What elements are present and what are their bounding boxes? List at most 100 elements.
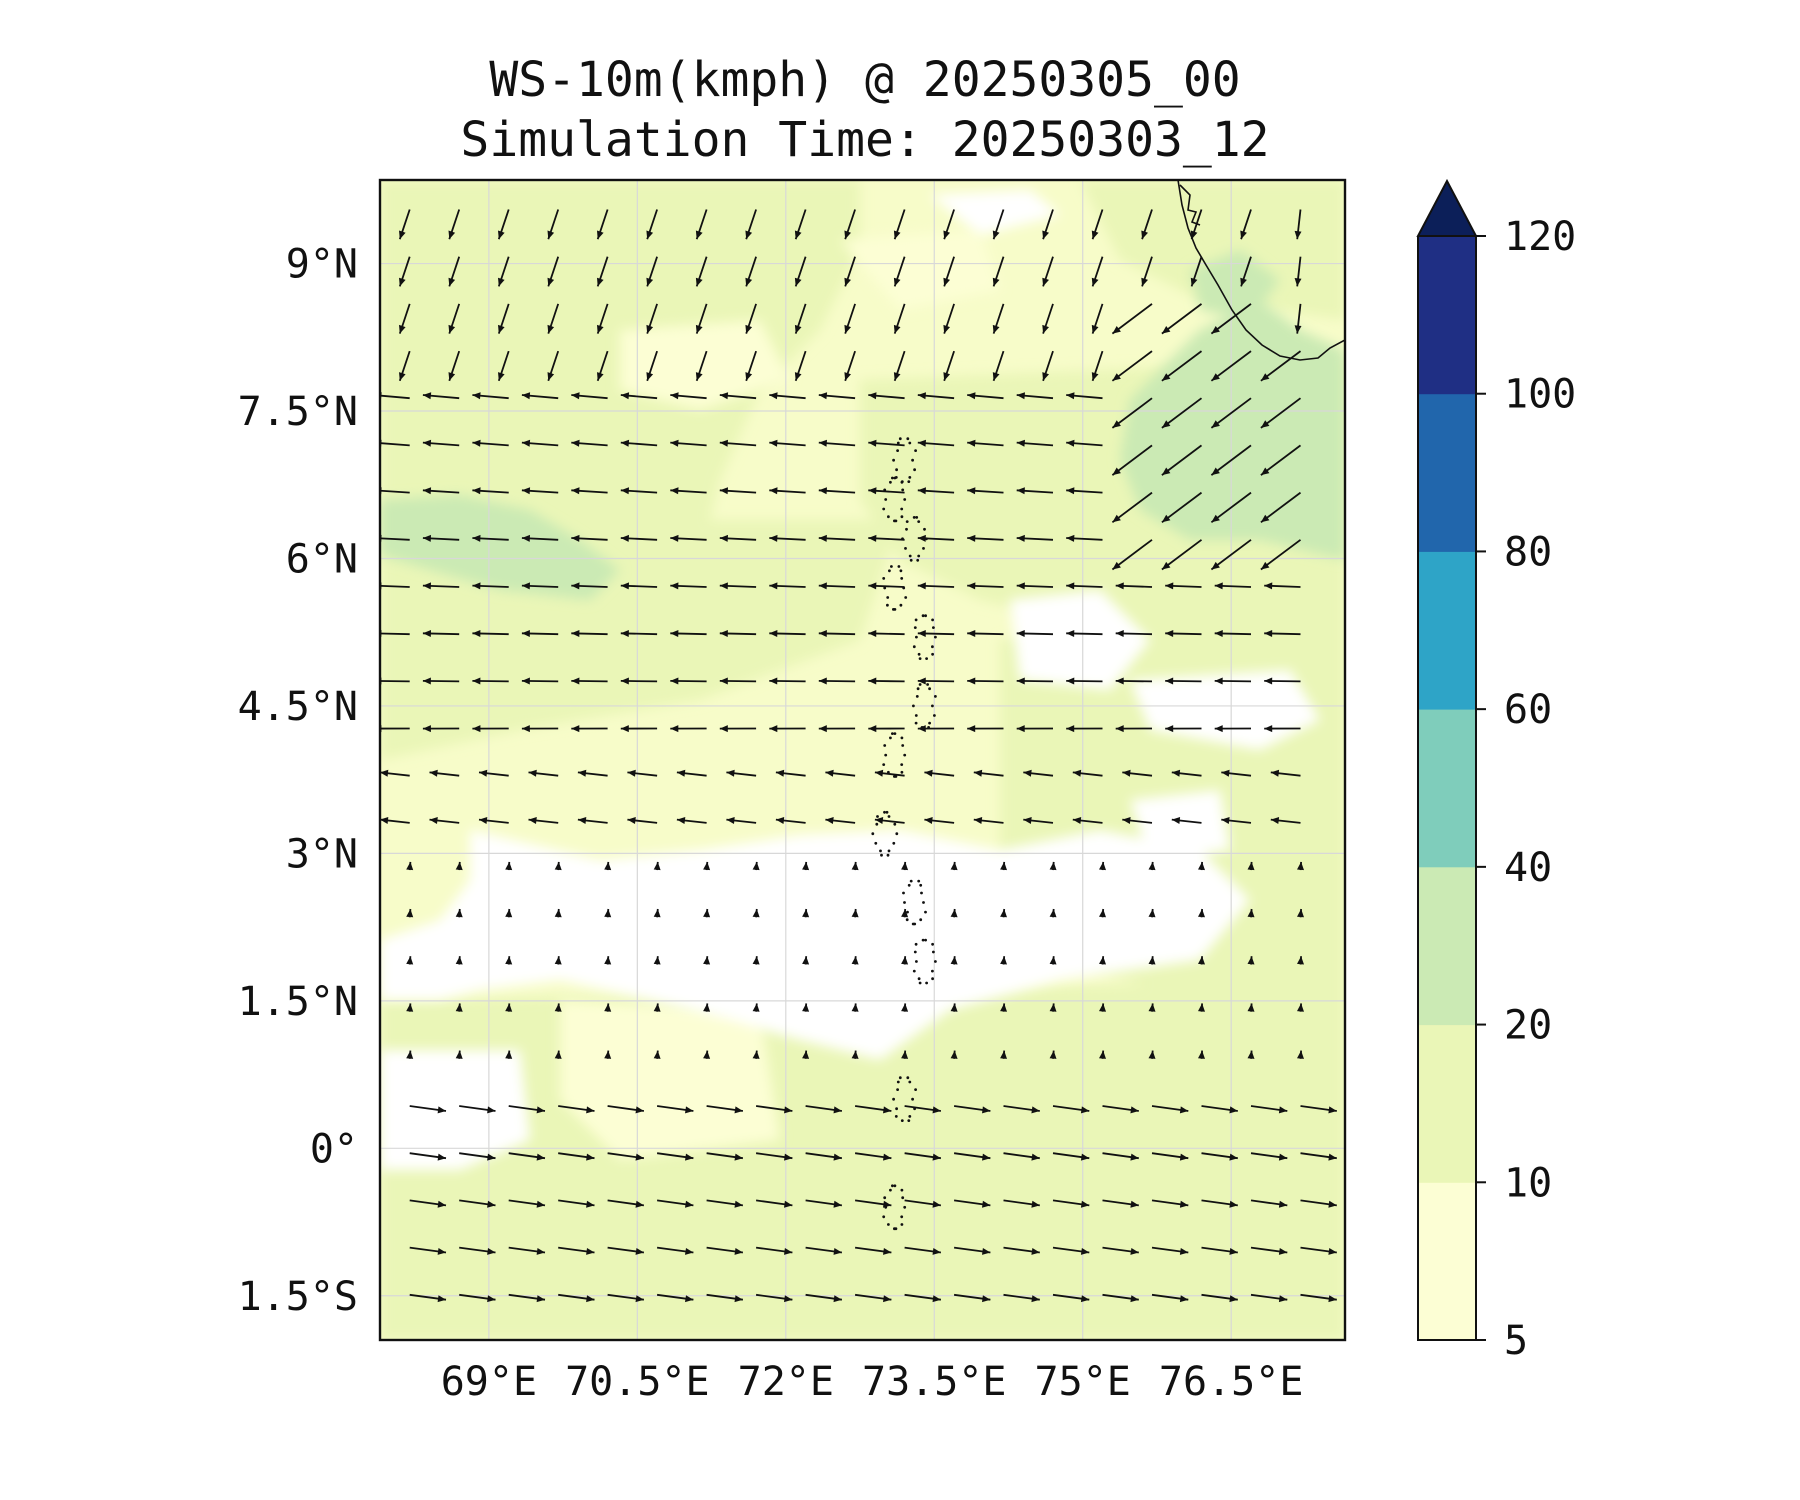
wind-arrow xyxy=(1148,956,1156,965)
wind-arrow xyxy=(1240,256,1252,287)
wind-arrow xyxy=(670,534,707,542)
wind-arrow xyxy=(656,1246,694,1255)
wind-arrow xyxy=(805,1152,843,1161)
wind-arrow xyxy=(646,209,658,240)
wind-arrow xyxy=(1016,725,1054,733)
atoll-dot xyxy=(912,645,916,649)
colorbar-segment xyxy=(1418,551,1476,710)
atoll-dot xyxy=(896,1088,899,1091)
wind-arrow xyxy=(703,908,711,918)
atoll-dot xyxy=(917,520,921,523)
wind-arrow xyxy=(1151,1293,1189,1303)
wind-arrow xyxy=(1260,444,1302,476)
wind-arrow xyxy=(607,1152,645,1161)
wind-arrow xyxy=(1099,861,1106,871)
wind-arrow xyxy=(973,769,1004,777)
atoll-dot xyxy=(914,1088,917,1091)
wind-arrow xyxy=(1102,1105,1139,1114)
wind-arrow xyxy=(670,725,707,733)
wind-arrow xyxy=(775,769,806,777)
atoll-dot xyxy=(902,891,905,895)
atoll-dot xyxy=(924,910,927,914)
wind-arrow xyxy=(604,956,612,965)
atoll-dot xyxy=(885,810,889,814)
wind-arrow xyxy=(1003,1246,1040,1255)
wind-arrow xyxy=(1016,487,1054,495)
atoll-dot xyxy=(896,449,899,452)
gridlines xyxy=(380,180,1345,1340)
wind-arrow xyxy=(1066,677,1103,685)
wind-arrow xyxy=(558,1199,595,1208)
wind-arrow xyxy=(953,1293,991,1303)
atoll-dot xyxy=(890,565,893,568)
wind-arrow xyxy=(505,908,513,918)
wind-arrow xyxy=(703,861,711,871)
atoll-dot xyxy=(934,635,937,639)
wind-arrow xyxy=(508,1152,546,1161)
wind-arrow xyxy=(1210,491,1252,524)
wind-arrow xyxy=(818,439,856,447)
atoll-dot xyxy=(901,488,905,492)
wind-arrow xyxy=(719,725,757,733)
atoll-dot xyxy=(899,603,903,607)
wind-arrow xyxy=(1066,487,1103,495)
wind-arrow xyxy=(571,487,608,495)
colorbar-tick-label: 120 xyxy=(1504,214,1576,260)
wind-arrow xyxy=(769,392,806,400)
atoll-dot xyxy=(923,527,926,531)
atoll-dot xyxy=(876,815,879,818)
wind-arrow xyxy=(844,303,856,334)
atoll-dot xyxy=(884,498,888,501)
wind-arrow xyxy=(1161,539,1203,571)
wind-arrow xyxy=(1198,1003,1205,1012)
wind-arrow xyxy=(868,439,905,447)
wind-arrow xyxy=(967,582,1004,590)
wind-arrow xyxy=(752,956,760,965)
wind-arrow xyxy=(1165,725,1202,733)
atoll-dot xyxy=(916,558,920,562)
wind-arrow xyxy=(547,303,560,334)
atoll-dot xyxy=(882,1215,886,1219)
wind-arrow xyxy=(656,1105,694,1114)
atoll-dot xyxy=(931,645,934,649)
wind-arrow xyxy=(1161,350,1203,382)
atoll-dot xyxy=(900,480,904,484)
wind-arrow xyxy=(380,769,410,777)
atoll-dot xyxy=(900,763,904,766)
wind-arrow xyxy=(409,1293,447,1303)
wind-arrow xyxy=(1165,677,1202,685)
wind-arrow xyxy=(508,1293,546,1303)
wind-arrow xyxy=(472,582,509,590)
atoll-dot xyxy=(908,476,912,479)
wind-arrow xyxy=(1111,539,1153,571)
atoll-dot xyxy=(932,626,935,629)
wind-arrow xyxy=(943,350,955,382)
wind-arrow xyxy=(1042,350,1054,382)
wind-arrow xyxy=(1122,817,1153,824)
wind-arrow xyxy=(1115,630,1153,637)
atoll-dot xyxy=(897,565,901,568)
wind-arrow xyxy=(769,677,806,685)
wind-arrow xyxy=(1052,1152,1090,1161)
atoll-dot xyxy=(903,498,907,501)
wind-arrow xyxy=(950,956,958,965)
wind-arrow xyxy=(1294,209,1302,240)
wind-arrow xyxy=(448,256,461,287)
wind-arrow xyxy=(398,350,411,382)
wind-arrow xyxy=(607,1199,645,1208)
atoll-dot xyxy=(883,744,887,747)
wind-arrow xyxy=(992,209,1005,240)
wind-arrow xyxy=(1115,725,1153,733)
atoll-dot xyxy=(914,942,918,946)
wind-arrow xyxy=(1300,1152,1337,1161)
wind-arrow xyxy=(1260,539,1302,571)
wind-arrow xyxy=(769,487,806,495)
wind-arrow xyxy=(653,1050,661,1059)
wind-arrow xyxy=(646,303,658,334)
colorbar-frame xyxy=(1417,236,1477,1341)
wind-arrow xyxy=(1115,582,1153,590)
atoll-dot xyxy=(884,753,888,757)
atoll-dot xyxy=(911,922,915,926)
atoll-dot xyxy=(905,527,908,531)
atoll-dot xyxy=(915,516,919,519)
